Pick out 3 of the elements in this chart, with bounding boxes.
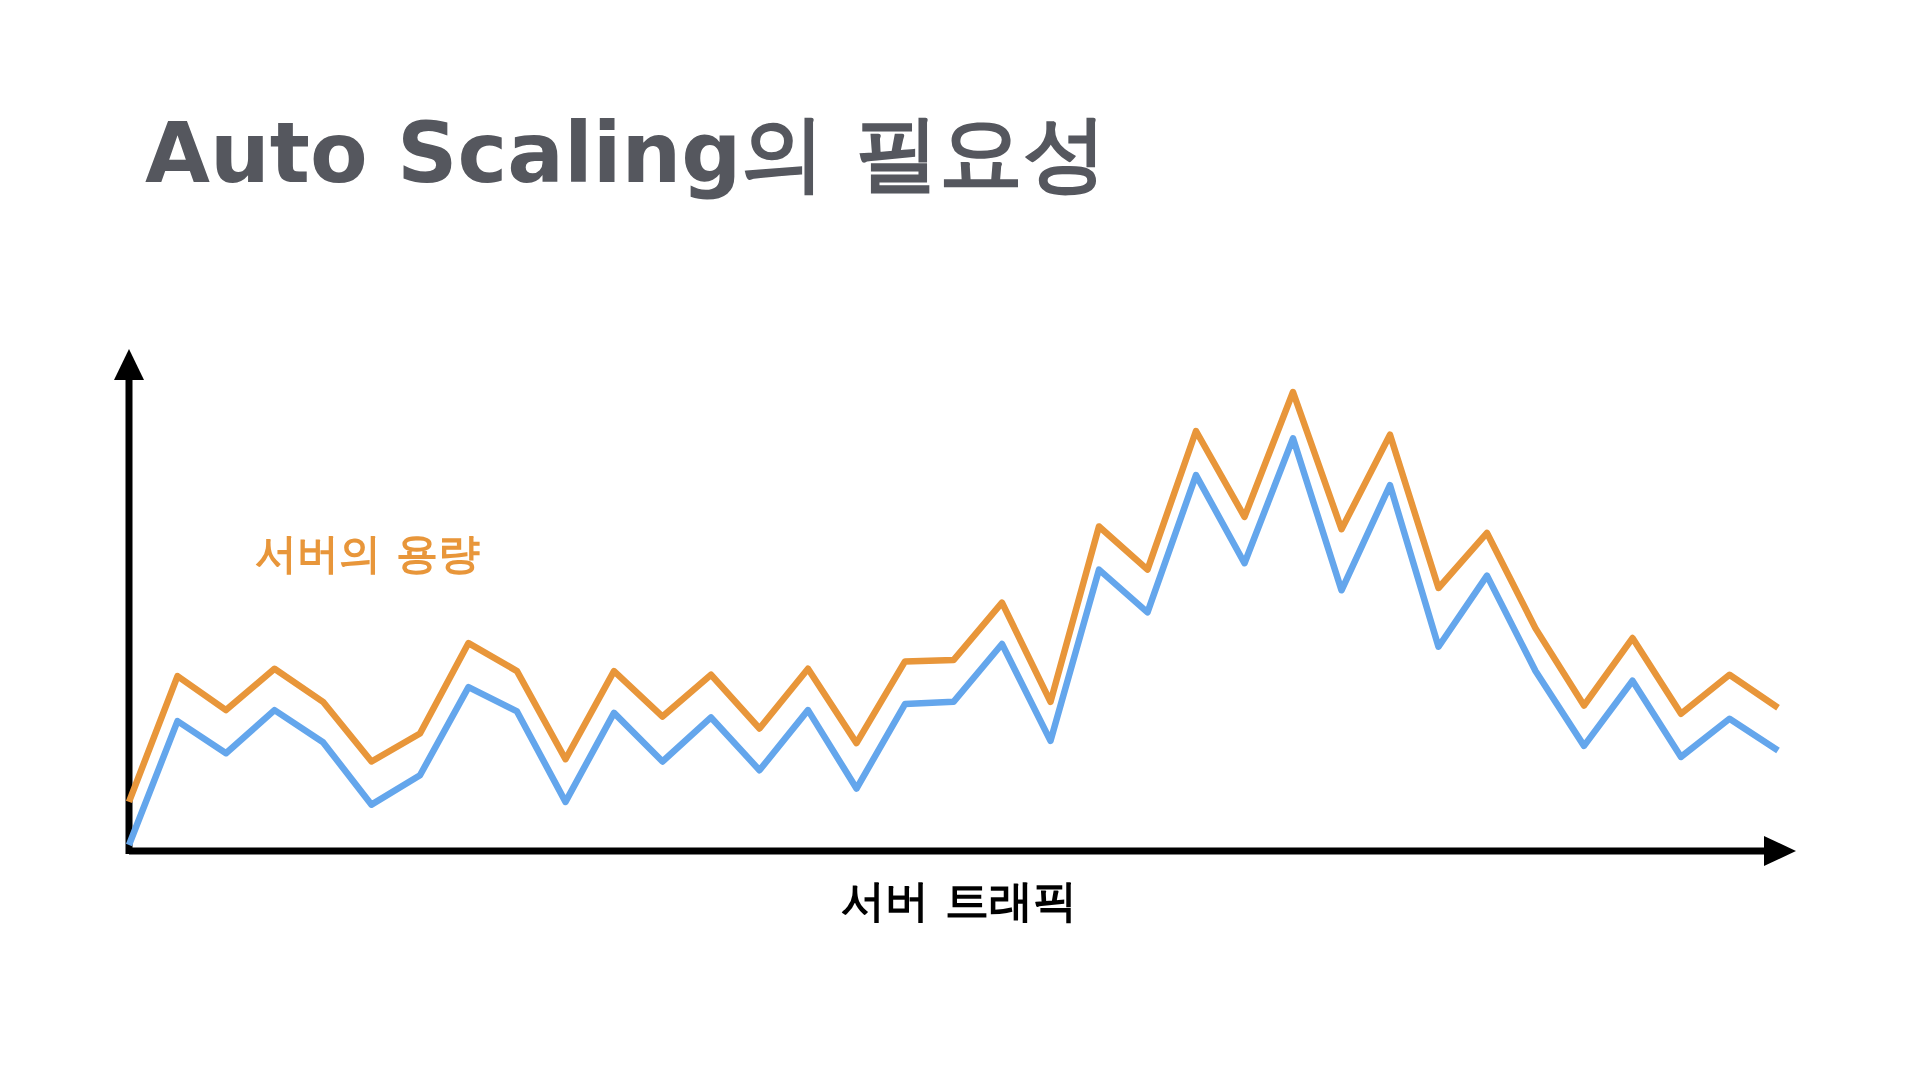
chart-title: Auto Scaling의 필요성 — [145, 104, 1107, 202]
series-label: 서버의 용량 — [255, 529, 480, 578]
x-axis-title: 서버 트래픽 — [841, 875, 1077, 926]
